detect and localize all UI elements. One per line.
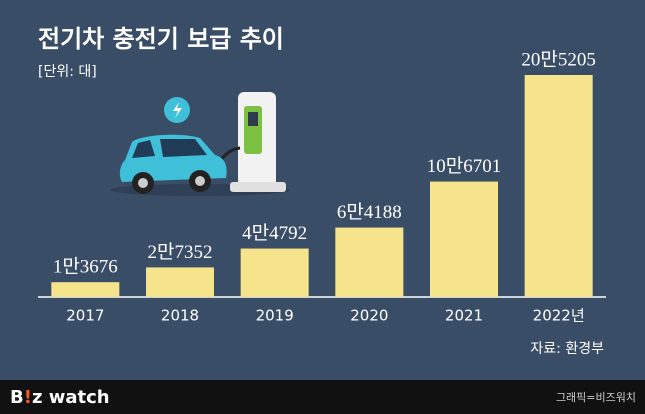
logo-part: z watch	[32, 387, 110, 408]
bar	[146, 267, 214, 297]
x-tick-label: 2021	[445, 307, 483, 325]
value-label: 6만4188	[337, 201, 402, 223]
bar	[51, 282, 120, 297]
value-label: 2만7352	[148, 241, 213, 263]
value-label: 1만3676	[53, 256, 118, 278]
illustration	[110, 92, 290, 196]
footer-bar	[0, 380, 645, 414]
x-tick-label: 2020	[350, 307, 388, 325]
source: 자료: 환경부	[530, 341, 604, 357]
bar	[335, 227, 404, 297]
bar	[240, 248, 309, 297]
value-label: 10만6701	[427, 155, 501, 177]
bar	[430, 181, 498, 297]
logo-part: B	[10, 387, 24, 408]
value-label: 4만4792	[242, 222, 307, 244]
logo: B!z watch	[10, 387, 110, 408]
x-tick-label: 2022년	[533, 307, 585, 325]
x-tick-label: 2018	[161, 307, 199, 325]
chart-subtitle: [단위: 대]	[38, 64, 97, 80]
credit: 그래픽=비즈워치	[556, 391, 636, 404]
chart-title: 전기차 충전기 보급 추이	[38, 25, 284, 53]
logo-part: !	[24, 387, 32, 408]
x-tick-label: 2017	[66, 307, 104, 325]
value-label: 20만5205	[521, 48, 595, 70]
x-tick-label: 2019	[256, 307, 294, 325]
bar	[524, 75, 593, 297]
